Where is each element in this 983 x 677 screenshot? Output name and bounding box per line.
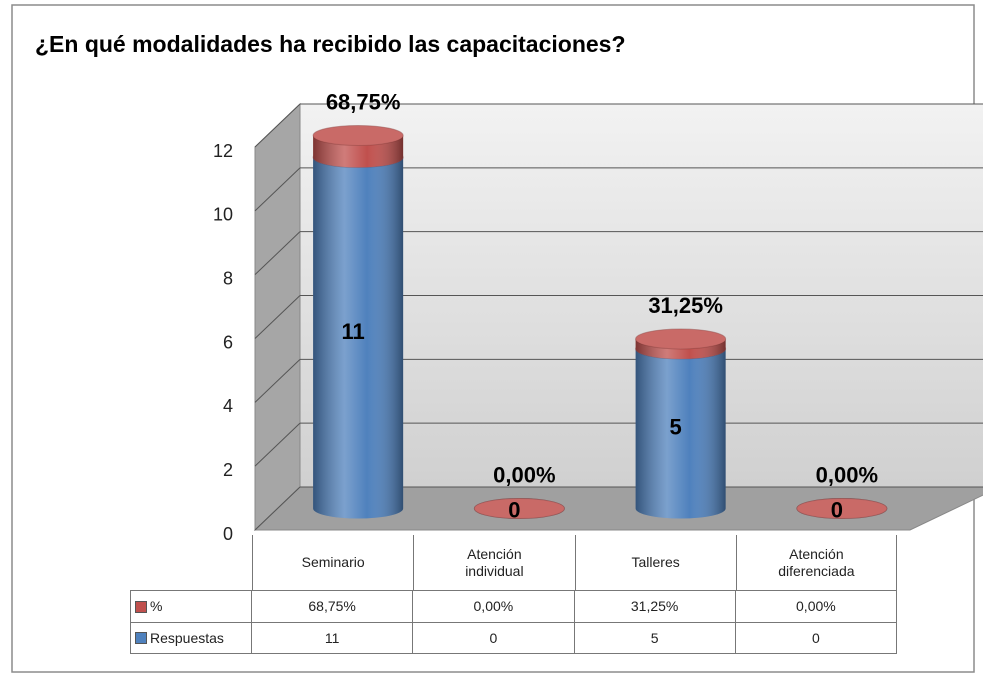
- table-category: Atención diferenciada: [735, 535, 897, 590]
- bar-shade: [635, 348, 726, 519]
- y-tick-label: 12: [213, 141, 233, 161]
- data-label: 68,75%: [326, 89, 401, 114]
- table-value: 31,25%: [574, 590, 736, 622]
- table-value: 0,00%: [735, 590, 897, 622]
- bar: [473, 498, 565, 519]
- bar: [635, 328, 727, 359]
- table-value: 0: [735, 622, 897, 654]
- bar: [312, 124, 404, 168]
- legend-label: Respuestas: [150, 629, 224, 646]
- bar: [796, 498, 888, 519]
- grid-line: [254, 103, 301, 148]
- data-label: 11: [341, 319, 364, 344]
- y-tick-label: 0: [223, 524, 233, 544]
- legend-item: %: [130, 590, 252, 622]
- data-label: 5: [670, 415, 682, 440]
- plot-area: 0 2 4 6 8 10 12 11 68,75% 0 0,00% 5 31,25% 0 0,00%: [213, 89, 983, 544]
- data-label: 0: [508, 497, 520, 522]
- bar-top: [635, 328, 727, 350]
- table-value: 0,00%: [413, 590, 575, 622]
- grid-line: [254, 231, 301, 276]
- bar-top-shade: [474, 498, 565, 519]
- bar-top: [473, 498, 565, 519]
- table-value: 0: [413, 622, 575, 654]
- bar-top: [312, 124, 404, 146]
- grid-line: [254, 422, 301, 467]
- bar-top-shade: [635, 328, 726, 349]
- y-tick-label: 10: [213, 205, 233, 225]
- bar-top: [796, 498, 888, 519]
- legend-swatch: [135, 600, 147, 613]
- table-value: 5: [574, 622, 736, 654]
- table-value: 11: [252, 622, 414, 654]
- table-category: Atención individual: [413, 535, 574, 590]
- grid-line: [254, 358, 301, 403]
- legend-swatch: [135, 632, 147, 644]
- y-tick-label: 8: [223, 268, 233, 288]
- table-category: Talleres: [574, 535, 736, 590]
- legend-item: Respuestas: [130, 622, 252, 654]
- table-value: 68,75%: [252, 590, 414, 622]
- chart-title: ¿En qué modalidades ha recibido las capa…: [35, 31, 626, 57]
- grid-line: [254, 167, 301, 212]
- y-tick-label: 6: [223, 332, 233, 352]
- legend-label: %: [150, 598, 163, 614]
- grid-line: [254, 486, 301, 531]
- y-tick-label: 4: [223, 396, 233, 416]
- grid-line: [254, 295, 301, 339]
- data-label: 31,25%: [648, 293, 723, 318]
- data-label: 0,00%: [493, 462, 555, 487]
- data-label: 0,00%: [816, 462, 878, 487]
- bar-top-shade: [313, 125, 404, 146]
- y-tick-label: 2: [223, 460, 233, 480]
- table-category: Seminario: [252, 535, 413, 590]
- bar-top-shade: [796, 498, 887, 519]
- data-label: 0: [831, 497, 843, 522]
- bar-shade: [313, 157, 404, 519]
